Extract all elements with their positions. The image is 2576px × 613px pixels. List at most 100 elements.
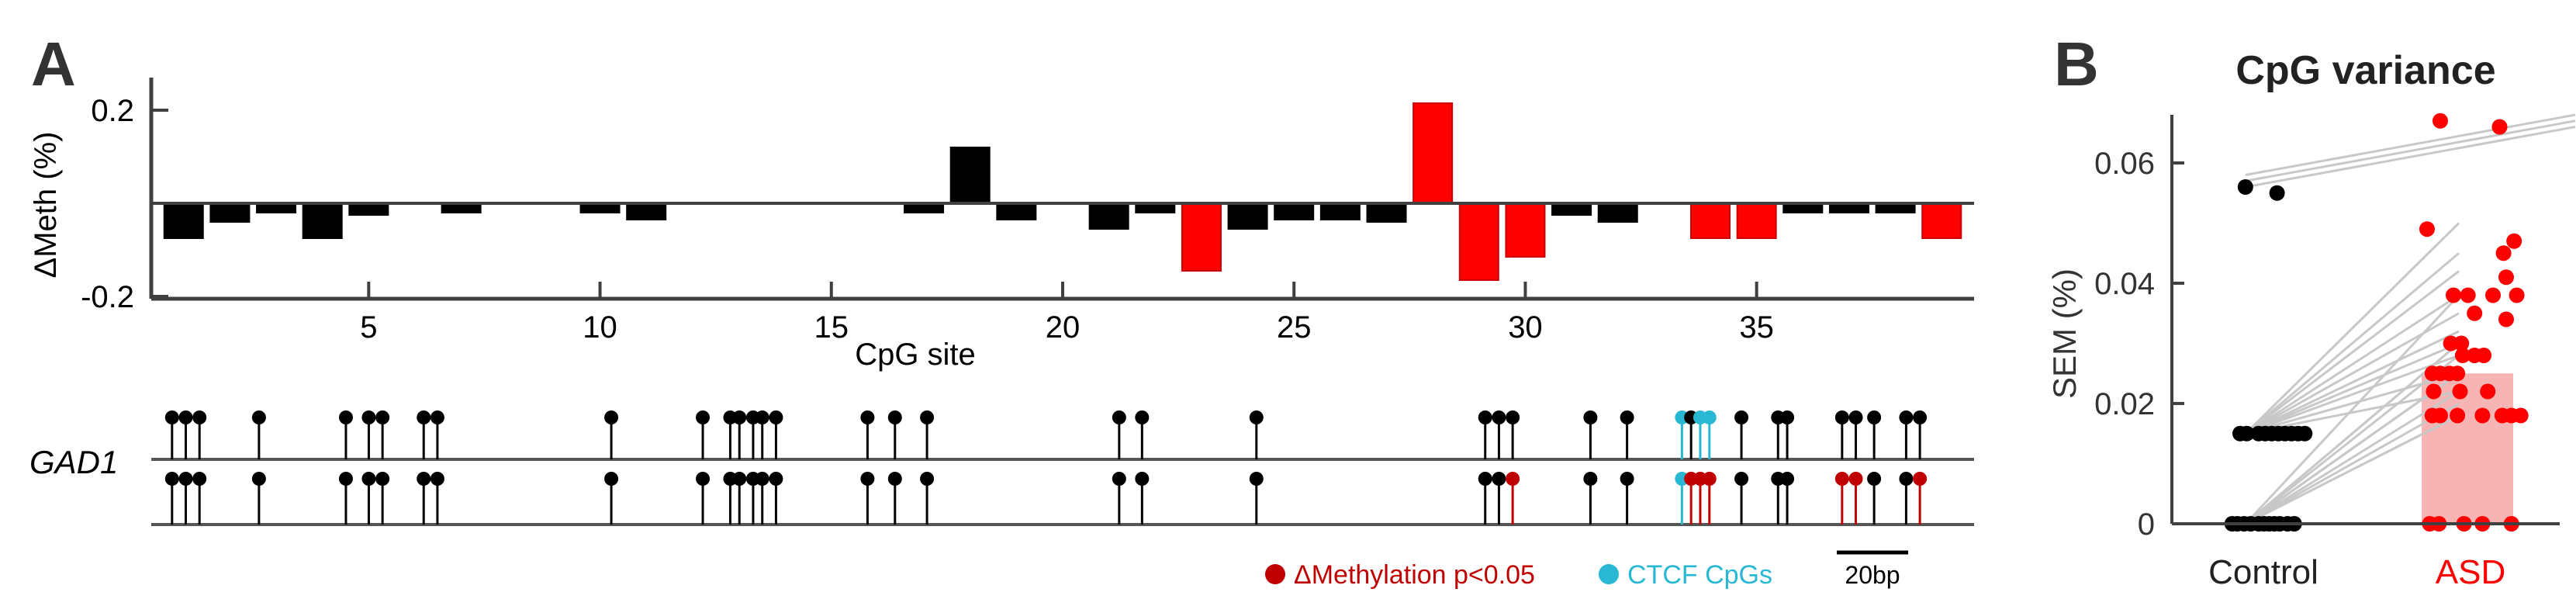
- asd-point: [2509, 287, 2525, 303]
- scale-bar-label: 20bp: [1845, 561, 1900, 589]
- bar-chart: 0.2 -0.2 5 10 15 20 25 30 35 ΔMeth (%) CpG site: [29, 78, 1974, 372]
- x-tick-label: 20: [1046, 310, 1081, 345]
- cpg-site: [887, 472, 902, 486]
- cpg-site: [860, 410, 875, 424]
- bar: [348, 203, 389, 216]
- sem-scatter-chart: CpG variance 0 0.02 0.04 0.06 SEM (%) Contr…: [2046, 48, 2576, 591]
- bar: [1412, 102, 1454, 204]
- cpg-site: [1702, 472, 1717, 486]
- cpg-site: [1867, 472, 1882, 486]
- cpg-site: [1899, 410, 1914, 424]
- bar: [209, 203, 251, 223]
- y-axis-label: ΔMeth (%): [29, 132, 63, 279]
- cpg-site: [417, 472, 431, 486]
- bar: [1458, 203, 1499, 281]
- cpg-site: [361, 410, 376, 424]
- bar: [163, 203, 204, 239]
- control-point: [2239, 425, 2255, 442]
- bar-series: [163, 102, 1962, 281]
- cpg-site: [1135, 472, 1150, 486]
- cpg-site: [755, 410, 769, 424]
- bar: [1088, 203, 1129, 230]
- cpg-site: [1834, 472, 1849, 486]
- cpg-site: [1249, 410, 1264, 424]
- asd-point: [2419, 221, 2435, 237]
- pair-line: [2244, 222, 2460, 435]
- asd-point: [2433, 113, 2448, 129]
- asd-point: [2498, 311, 2514, 327]
- bar: [1181, 203, 1222, 272]
- cpg-site: [1867, 410, 1882, 424]
- legend-marker-significant: [1265, 564, 1285, 584]
- x-tick-label: 5: [360, 310, 377, 345]
- asd-point: [2495, 245, 2512, 261]
- cpg-site: [604, 410, 619, 424]
- asd-points: [2419, 113, 2529, 532]
- cpg-site: [430, 410, 444, 424]
- legend-marker-ctcf: [1599, 564, 1619, 584]
- cpg-site: [1913, 410, 1928, 424]
- paired-lines: [2244, 113, 2576, 525]
- cpg-site: [1583, 472, 1598, 486]
- cpg-site: [769, 410, 783, 424]
- bar: [1597, 203, 1638, 223]
- cpg-site: [1478, 472, 1492, 486]
- cpg-site: [1848, 410, 1863, 424]
- asd-point: [2480, 383, 2496, 400]
- cpg-site: [604, 472, 619, 486]
- control-point: [2237, 179, 2253, 195]
- pair-line: [2245, 342, 2460, 435]
- cpg-site: [732, 472, 747, 486]
- y-ticks: 0.2 -0.2: [81, 94, 168, 314]
- cpg-site: [361, 472, 376, 486]
- cpg-site: [755, 472, 769, 486]
- cpg-site: [1112, 472, 1126, 486]
- lollipop-track-bottom: [151, 472, 1974, 526]
- chart-title: CpG variance: [2235, 48, 2495, 93]
- bar: [302, 203, 343, 239]
- asd-point: [2476, 348, 2492, 363]
- pair-line: [2245, 402, 2460, 525]
- cpg-site: [920, 472, 935, 486]
- asd-point: [2474, 407, 2491, 424]
- asd-point: [2485, 287, 2501, 303]
- cpg-site: [920, 410, 935, 424]
- bar: [1319, 203, 1361, 220]
- y-ticks: 0 0.02 0.04 0.06: [2094, 147, 2184, 542]
- pair-line: [2245, 330, 2460, 435]
- cpg-site: [251, 472, 266, 486]
- cpg-site: [251, 410, 266, 424]
- cpg-site: [1135, 410, 1150, 424]
- asd-point: [2498, 269, 2514, 286]
- asd-point: [2452, 383, 2468, 400]
- cpg-site: [860, 472, 875, 486]
- category-label-asd: ASD: [2436, 553, 2505, 591]
- control-points: [2224, 179, 2313, 532]
- asd-point: [2450, 365, 2466, 382]
- pair-line: [2245, 390, 2460, 525]
- gene-label: GAD1: [29, 444, 118, 480]
- asd-point: [2446, 287, 2461, 303]
- cpg-site: [1249, 472, 1264, 486]
- cpg-site: [1780, 410, 1795, 424]
- cpg-site: [1112, 410, 1126, 424]
- cpg-site: [1583, 410, 1598, 424]
- cpg-site: [732, 410, 747, 424]
- bar: [1505, 203, 1546, 258]
- legend: ΔMethylation p<0.05 CTCF CpGs: [1265, 560, 1772, 590]
- cpg-site: [1492, 410, 1506, 424]
- cpg-site: [1492, 472, 1506, 486]
- panel-label-b: B: [2054, 29, 2099, 99]
- pair-line: [2245, 372, 2460, 435]
- pair-line: [2245, 270, 2460, 435]
- y-axis-label: SEM (%): [2046, 268, 2083, 399]
- pair-line: [2245, 113, 2576, 176]
- cpg-site: [338, 410, 353, 424]
- asd-point: [2433, 407, 2448, 424]
- pair-line: [2245, 342, 2460, 525]
- pair-line: [2245, 312, 2460, 435]
- y-tick-label: 0: [2138, 507, 2155, 542]
- cpg-site: [164, 472, 179, 486]
- y-tick-label: 0.2: [91, 94, 134, 128]
